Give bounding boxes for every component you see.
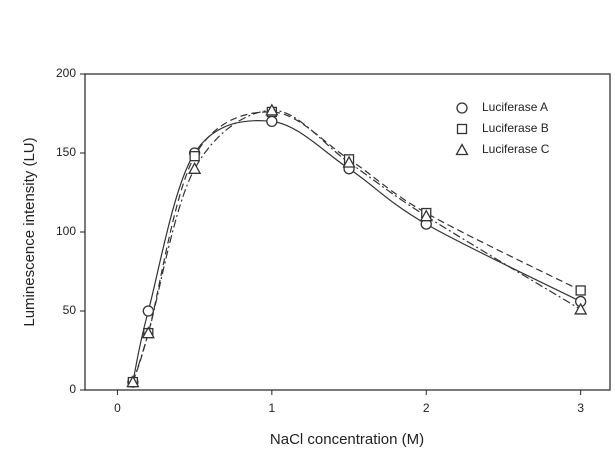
- y-tick-label: 0: [69, 382, 76, 396]
- marker: [142, 305, 154, 317]
- marker: [456, 123, 468, 135]
- x-tick-label: 1: [268, 401, 275, 415]
- marker: [189, 151, 200, 162]
- marker: [455, 143, 469, 156]
- y-axis-label: Luminescence intensity (LU): [21, 137, 38, 326]
- legend-label: Luciferase C: [482, 142, 550, 156]
- marker: [419, 209, 433, 222]
- x-axis-label: NaCl concentration (M): [270, 431, 424, 448]
- marker: [188, 161, 202, 174]
- x-tick-label: 3: [577, 401, 584, 415]
- x-tick-label: 0: [114, 401, 121, 415]
- series-line: [132, 120, 581, 383]
- marker: [141, 326, 155, 339]
- legend-label: Luciferase A: [482, 100, 548, 114]
- marker: [266, 115, 278, 128]
- marker: [575, 285, 586, 296]
- marker: [126, 375, 140, 388]
- y-tick-label: 200: [56, 66, 76, 80]
- y-tick-label: 150: [56, 145, 76, 159]
- marker: [265, 103, 279, 116]
- marker: [456, 102, 468, 114]
- legend-label: Luciferase B: [482, 121, 549, 135]
- marker: [574, 302, 588, 315]
- y-tick-label: 50: [63, 303, 77, 317]
- x-tick-label: 2: [423, 401, 430, 415]
- marker: [342, 155, 356, 168]
- y-tick-label: 100: [56, 224, 76, 238]
